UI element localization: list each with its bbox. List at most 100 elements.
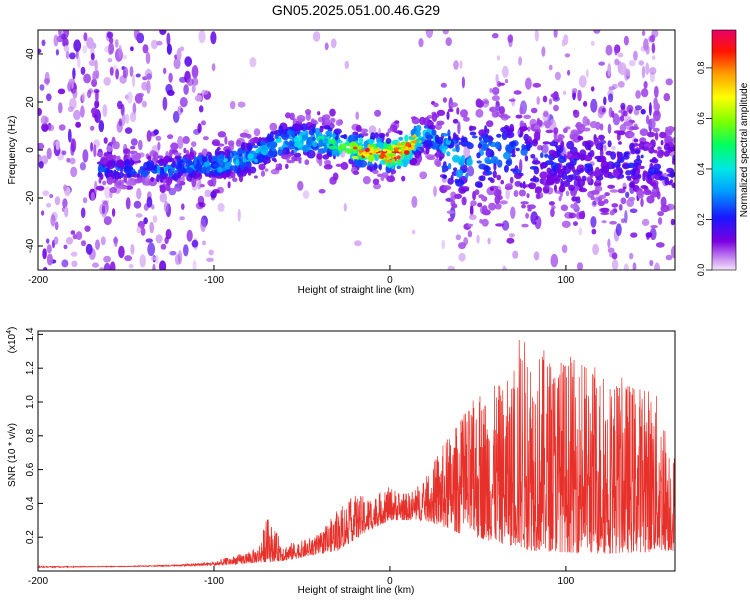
spectrogram-ridge-blob [485, 170, 493, 176]
spectrogram-ridge-blob [611, 203, 619, 208]
spectrogram-noise-blob [608, 86, 616, 91]
spectrogram-ridge-blob [323, 118, 331, 127]
spectrogram-ridge-blob [668, 126, 675, 131]
spectrogram-ridge-blob [401, 175, 406, 182]
spectrogram-ridge-blob [441, 169, 446, 173]
spectrogram-ridge-blob [630, 232, 638, 238]
spectrogram-ridge-blob [648, 146, 655, 154]
spectrogram-ridge-blob [168, 149, 173, 158]
spectrogram-ridge-blob [492, 87, 500, 95]
spectrogram-ridge-blob [618, 141, 622, 145]
spectrogram-ridge-blob [452, 148, 457, 152]
spectrogram-ridge-blob [362, 176, 371, 185]
spectrogram-ridge-blob [156, 164, 161, 174]
spectrogram-ridge-blob [474, 181, 483, 188]
spectrogram-noise-blob [592, 200, 597, 206]
spectrogram-ridge-blob [558, 196, 562, 202]
spectrogram-noise-blob [118, 118, 123, 127]
spectrogram-ridge-blob [425, 146, 430, 155]
snr-y-multiplier: (x104) [6, 327, 18, 354]
spectrogram-noise-blob [109, 261, 116, 270]
spectrogram-noise-blob [508, 233, 515, 238]
colorbar: 0.0 0.2 0.4 0.6 0.8 Normalized spectral ampl… [696, 29, 750, 276]
spectrogram-noise-blob [90, 52, 95, 61]
spectrogram-noise-blob [43, 266, 48, 270]
spectrogram-ridge-blob [542, 141, 551, 145]
spectrogram-ridge-blob [525, 212, 529, 219]
spectrogram-noise-blob [628, 60, 636, 67]
spectrogram-ridge-blob [182, 136, 190, 144]
spectrogram-peak-blob [364, 147, 370, 153]
spectrogram-noise-blob [135, 213, 143, 218]
spectrogram-noise-blob [641, 30, 646, 36]
spectrogram-ridge-blob [495, 111, 500, 117]
spectrogram-ridge-blob [109, 141, 114, 145]
spectrogram-ridge-blob [268, 141, 278, 149]
spectrogram-ridge-blob [628, 196, 636, 202]
spectrogram-noise-blob [159, 192, 168, 203]
spectrogram-noise-blob [87, 89, 92, 99]
spectrogram-ridge-blob [387, 128, 392, 134]
spectrogram-noise-blob [63, 184, 68, 191]
spectrogram-noise-blob [200, 218, 207, 233]
spectrogram-noise-blob [133, 200, 142, 209]
spectrogram-ridge-blob [208, 155, 212, 161]
spectrogram-ridge-blob [630, 126, 640, 130]
spectrogram-ridge-blob [415, 124, 422, 132]
spectrogram-ridge-blob [258, 136, 262, 142]
spectrogram-ridge-blob [298, 159, 302, 164]
spectrogram-noise-blob [201, 89, 209, 95]
spectrogram-ridge-blob [584, 165, 591, 174]
spectrogram-ridge-blob [599, 123, 604, 131]
spectrogram-noise-blob [463, 145, 471, 158]
spectrogram-ridge-blob [170, 142, 179, 151]
spectrogram-noise-blob [670, 245, 675, 259]
spectrogram-ridge-blob [540, 152, 544, 159]
spectrogram-ridge-blob [510, 168, 517, 172]
spectrogram-ridge-blob [215, 175, 224, 179]
spectrogram-ridge-blob [663, 93, 671, 102]
spectrogram-ridge-blob [561, 220, 571, 228]
spectrogram-peak-blob [351, 155, 359, 160]
spectrogram-ridge-blob [414, 143, 424, 148]
spectrogram-noise-blob [155, 135, 162, 141]
spectrogram-noise-blob [95, 239, 100, 250]
spectrogram-noise-blob [109, 66, 114, 76]
spectrogram-ridge-blob [446, 151, 451, 157]
spectrogram-ridge-blob [202, 156, 208, 163]
spectrogram-noise-blob [433, 185, 437, 197]
spectrogram-ridge-blob [285, 163, 289, 169]
spectrogram-ridge-blob [505, 144, 512, 153]
spectrogram-noise-blob [55, 140, 60, 151]
spectrogram-noise-blob [65, 50, 70, 59]
spectrogram-ridge-blob [253, 128, 261, 137]
spectrogram-noise-blob [611, 145, 616, 151]
spectrogram-noise-blob [136, 187, 142, 200]
spectrogram-ridge-blob [224, 149, 231, 158]
spectrogram-ridge-blob [352, 170, 360, 175]
spectrogram-ridge-blob [640, 154, 644, 159]
spectrogram-ridge-blob [95, 185, 105, 191]
spectrogram-ridge-blob [431, 113, 438, 122]
spectrogram-ridge-blob [501, 131, 508, 141]
spectrogram-ridge-blob [609, 189, 619, 193]
spectrogram-ridge-blob [375, 141, 384, 149]
spectrogram-ridge-blob [469, 125, 473, 132]
spectrogram-noise-blob [172, 110, 180, 123]
spectrogram-noise-blob [163, 67, 167, 75]
spectrogram-noise-blob [598, 61, 605, 66]
spectrogram-ridge-blob [118, 159, 124, 168]
spectrogram-noise-blob [113, 236, 118, 247]
spectrogram-ridge-blob [667, 173, 675, 178]
spectrogram-ridge-blob [125, 185, 134, 190]
spectrogram-ridge-blob [426, 121, 435, 126]
spectrogram-ridge-blob [652, 127, 660, 132]
spectrogram-peak-blob [386, 157, 391, 160]
spectrogram-noise-blob [103, 262, 111, 270]
spectrogram-ridge-blob [486, 120, 494, 128]
spectrogram-noise-blob [73, 109, 81, 121]
spectrogram-ridge-blob [604, 192, 610, 197]
spectrogram-noise-blob [114, 39, 119, 48]
spectrogram-ridge-blob [335, 163, 342, 167]
spectrogram-noise-blob [73, 39, 82, 52]
